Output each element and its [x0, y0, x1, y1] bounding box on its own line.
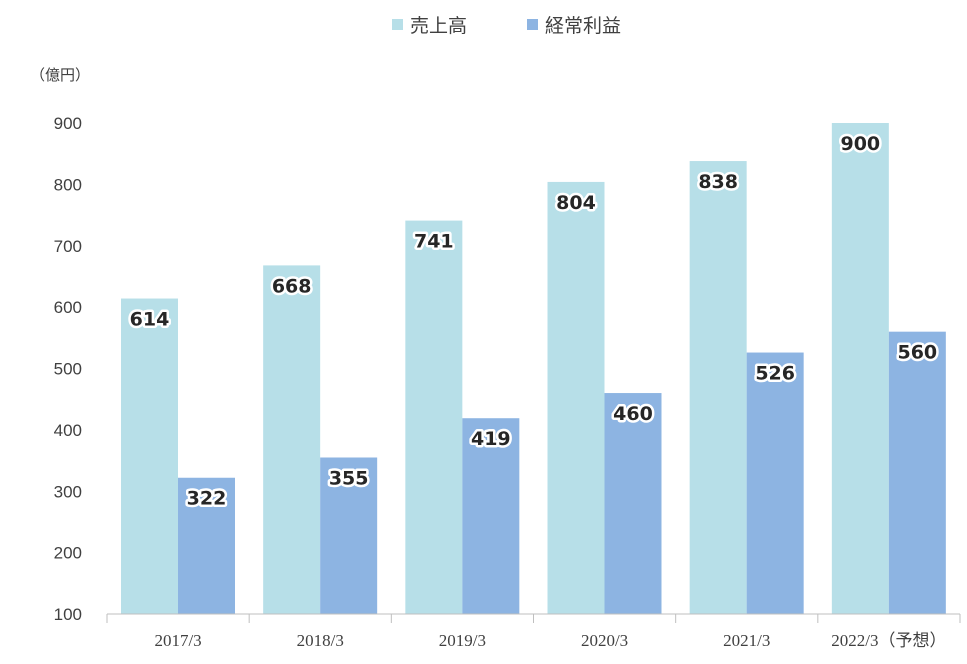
bar-series-2-5 [746, 352, 804, 614]
y-axis-ticks: 100 200 300 400 500 600 700 800 900 [54, 114, 82, 624]
y-tick-label: 500 [54, 360, 82, 379]
data-label: 614 [130, 309, 170, 331]
legend-entry-1: 売上高 [410, 15, 467, 37]
bar-series-2-3 [462, 418, 520, 614]
data-label: 804 [556, 192, 596, 214]
data-label: 322 [187, 488, 227, 510]
y-tick-label: 300 [54, 482, 82, 501]
x-tick-label: 2018/3 [297, 631, 344, 650]
bar-series-2-2 [320, 457, 378, 614]
y-tick-label: 900 [54, 114, 82, 133]
legend: 売上高 経常利益 [392, 15, 621, 37]
data-label: 460 [613, 403, 653, 425]
bar-series-2-4 [604, 393, 662, 614]
data-label: 900 [840, 133, 880, 155]
data-label: 419 [471, 428, 511, 450]
bar-series-2-1 [178, 477, 235, 614]
bar-series-1-2 [263, 265, 321, 614]
x-tick-label: 2019/3 [439, 631, 486, 650]
bar-series-2-6 [888, 331, 946, 614]
y-tick-label: 100 [54, 605, 82, 624]
data-label: 741 [414, 231, 454, 253]
x-tick-label: 2017/3 [154, 631, 201, 650]
bar-series-1-4 [547, 181, 605, 615]
legend-swatch-1 [392, 19, 403, 30]
bar-series-1-3 [405, 220, 463, 614]
bar-series-1-6 [831, 123, 889, 614]
data-labels: 614 322 668 355 741 419 804 460 838 526 900 560 [127, 131, 940, 513]
y-tick-label: 700 [54, 237, 82, 256]
y-tick-label: 400 [54, 421, 82, 440]
data-label: 355 [329, 467, 369, 489]
y-tick-label: 600 [54, 298, 82, 317]
bars [121, 123, 946, 615]
x-tick-label: 2022/3（予想） [831, 631, 946, 650]
bar-series-1-5 [689, 161, 747, 615]
data-label: 526 [755, 363, 795, 385]
y-tick-label: 200 [54, 544, 82, 563]
data-label: 668 [272, 275, 312, 297]
y-axis-unit-label: （億円） [30, 66, 90, 84]
x-tick-label: 2021/3 [723, 631, 770, 650]
bar-series-1-1 [121, 298, 178, 614]
legend-entry-2: 経常利益 [545, 15, 621, 37]
x-axis: 2017/3 2018/3 2019/3 2020/3 2021/3 2022/3（予想） [106, 613, 961, 650]
x-tick-label: 2020/3 [581, 631, 628, 650]
data-label: 560 [897, 342, 937, 364]
y-tick-label: 800 [54, 175, 82, 194]
data-label: 838 [698, 171, 738, 193]
legend-swatch-2 [527, 19, 538, 30]
